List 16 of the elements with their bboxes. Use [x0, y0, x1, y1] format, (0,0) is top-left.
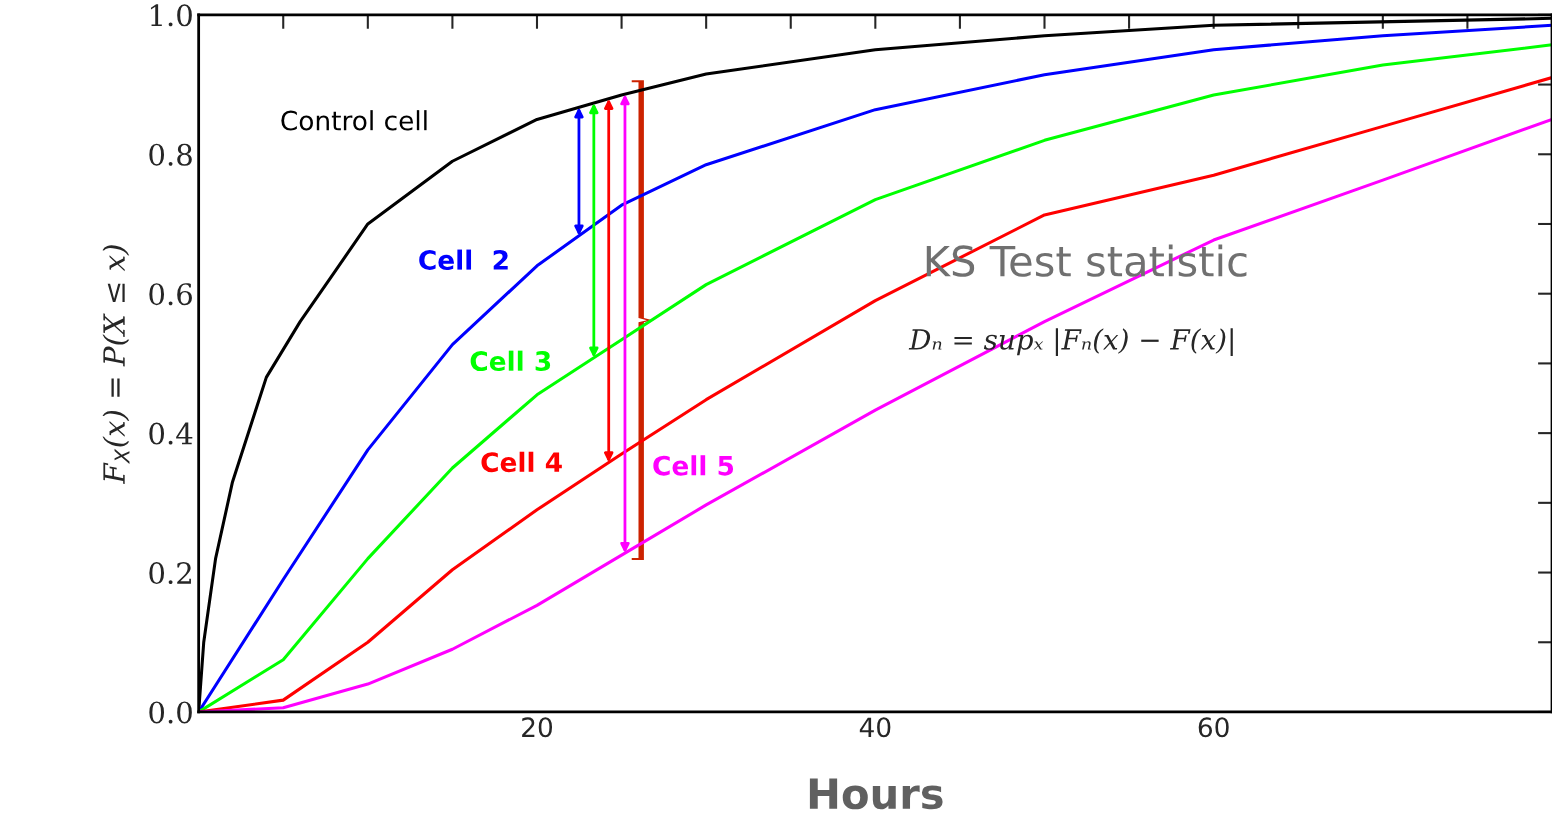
annotation: Cell 5 — [653, 455, 734, 476]
y-tick-label: 0.6 — [149, 283, 192, 306]
annotation: Control cell — [281, 110, 427, 131]
y-axis-title: F$_{X}$(x) = P(X ≤ x) — [102, 245, 130, 485]
y-tick-label: 0.4 — [149, 422, 193, 445]
x-tick-label: 40 — [859, 717, 891, 738]
x-tick-label: 60 — [1198, 717, 1229, 738]
y-tick-label: 0.0 — [149, 701, 192, 724]
x-tick-label: 20 — [522, 717, 553, 738]
x-axis-title: Hours — [809, 778, 943, 810]
annotation: Cell 2 — [419, 249, 508, 270]
y-tick-label: 0.2 — [149, 561, 191, 585]
annotation: Cell 3 — [470, 350, 551, 372]
y-tick-label: 0.8 — [149, 143, 192, 166]
annotation: Cell 4 — [481, 451, 562, 473]
y-tick-label: 1.0 — [150, 4, 192, 27]
